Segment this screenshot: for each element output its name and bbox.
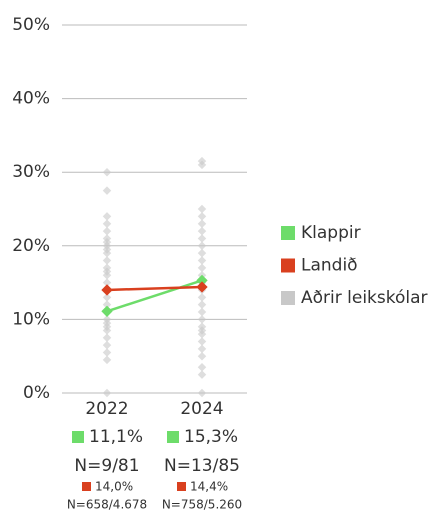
legend-label: Aðrir leikskólar <box>301 288 428 308</box>
y-tick-label: 0% <box>23 383 50 403</box>
other-point <box>197 156 207 166</box>
legend-label: Klappir <box>301 223 361 243</box>
series-point <box>196 274 208 287</box>
x-tick-label: 2022 <box>85 399 128 419</box>
other-point <box>102 300 112 309</box>
other-point <box>197 362 207 372</box>
y-tick-label: 10% <box>12 309 50 329</box>
other-point <box>102 340 112 350</box>
other-point <box>197 219 207 228</box>
label-swatch <box>72 431 84 443</box>
other-point <box>102 293 112 302</box>
x-tick-label: 2024 <box>180 399 223 419</box>
legend-swatch <box>281 226 295 240</box>
y-tick-label: 20% <box>12 236 50 256</box>
other-point <box>197 293 207 302</box>
other-point <box>102 167 112 177</box>
other-point <box>102 315 112 324</box>
other-point <box>102 355 112 365</box>
other-point <box>197 351 207 361</box>
other-point <box>197 300 207 309</box>
other-point <box>197 212 207 221</box>
legend-swatch <box>281 258 295 273</box>
value-label: 15,3% <box>184 427 238 447</box>
label-swatch <box>167 431 179 443</box>
other-point <box>102 263 112 273</box>
other-point <box>102 388 112 398</box>
other-point <box>197 234 207 243</box>
other-point <box>197 241 207 251</box>
value-label: 14,4% <box>190 480 228 494</box>
other-point <box>197 337 207 346</box>
other-point <box>197 248 207 258</box>
other-point <box>102 234 112 243</box>
other-point <box>197 256 207 265</box>
series-point <box>101 305 113 317</box>
legend-label: Landið <box>301 256 358 276</box>
other-point <box>197 226 207 236</box>
other-point <box>102 256 112 265</box>
other-point <box>197 388 207 398</box>
series-point <box>196 281 208 293</box>
series-point <box>101 284 113 296</box>
value-label: 11,1% <box>89 427 143 447</box>
y-tick-label: 50% <box>12 15 50 35</box>
other-point <box>197 344 207 354</box>
n-label: N=13/85 <box>164 456 240 476</box>
other-point <box>197 322 207 332</box>
other-point <box>102 186 112 195</box>
n-label: N=9/81 <box>74 456 139 476</box>
other-point <box>102 219 112 228</box>
other-point <box>102 212 112 221</box>
other-point <box>197 370 207 379</box>
other-point <box>102 278 112 287</box>
value-label: 14,0% <box>95 480 133 494</box>
other-point <box>102 348 112 357</box>
n-label: N=658/4.678 <box>67 498 147 512</box>
n-label: N=758/5.260 <box>162 498 242 512</box>
y-tick-label: 30% <box>12 162 50 182</box>
label-swatch <box>177 482 186 491</box>
y-tick-label: 40% <box>12 89 50 109</box>
series-line <box>106 285 203 292</box>
other-point <box>102 333 112 343</box>
other-point <box>197 307 207 317</box>
other-point <box>197 315 207 324</box>
legend-swatch <box>281 291 295 305</box>
other-point <box>197 263 207 273</box>
other-point <box>197 204 207 214</box>
other-point <box>102 226 112 236</box>
series-line <box>106 279 203 313</box>
label-swatch <box>82 482 91 491</box>
